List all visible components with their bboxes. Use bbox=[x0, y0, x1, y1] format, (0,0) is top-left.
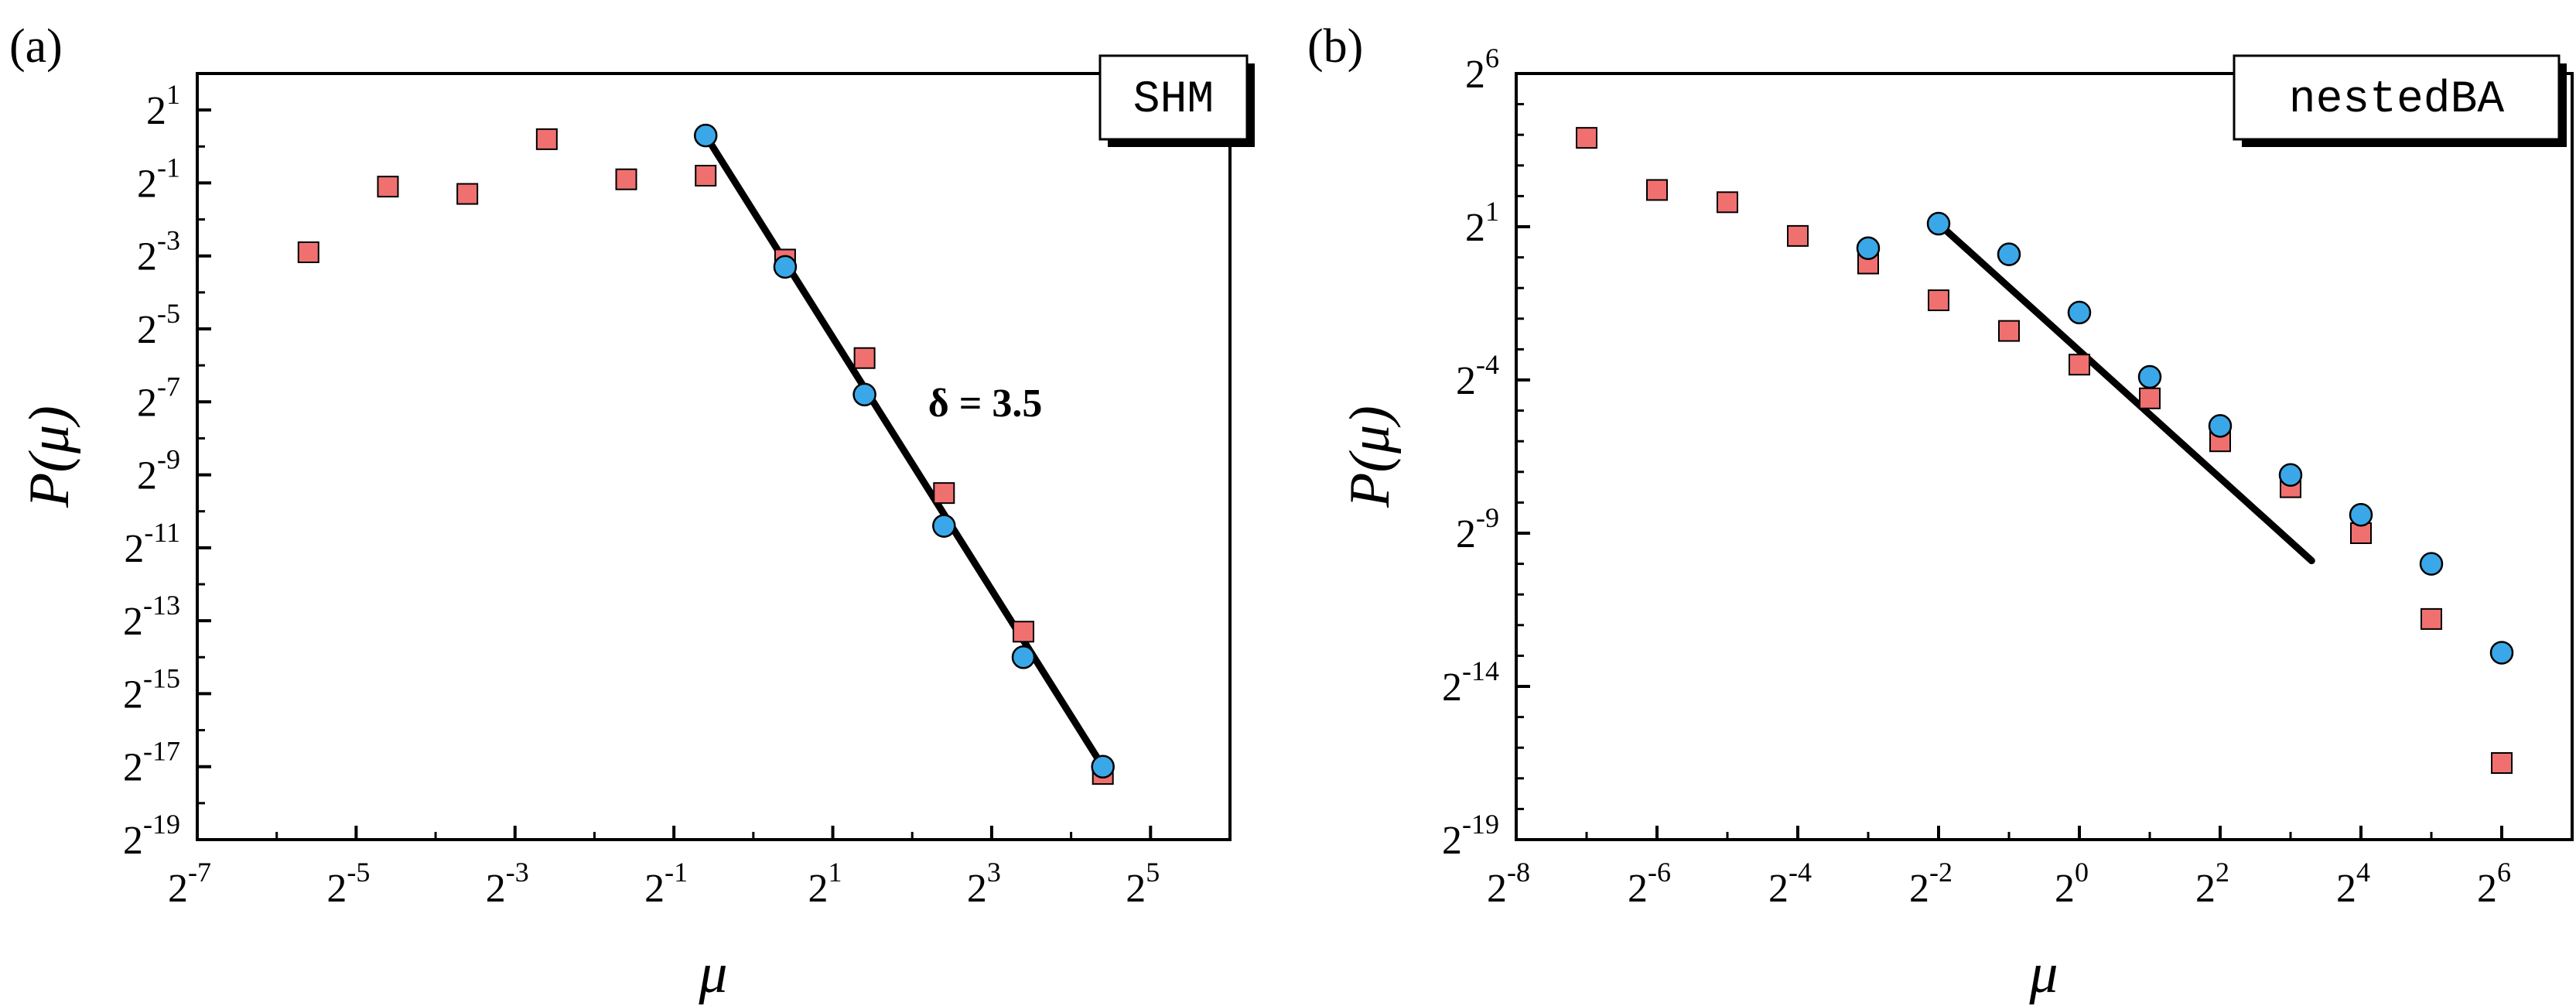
y-tick-label: 2-3 bbox=[137, 225, 180, 279]
panel-a-y-label: P(μ) bbox=[18, 405, 81, 508]
y-tick-label: 2-19 bbox=[1442, 809, 1499, 863]
circle-marker bbox=[2278, 463, 2303, 488]
y-tick-label: 2-17 bbox=[123, 736, 180, 790]
x-tick-label: 2-5 bbox=[326, 857, 370, 911]
circle-marker bbox=[2349, 502, 2373, 527]
y-tick-label: 21 bbox=[1465, 196, 1499, 250]
panel-a-legend-box bbox=[1098, 54, 1249, 141]
circle-marker bbox=[1011, 645, 1036, 669]
panel-b-legend-title: nestedBA bbox=[2289, 75, 2505, 125]
x-tick-label: 2-2 bbox=[1909, 857, 1952, 911]
x-tick-label: 2-3 bbox=[486, 857, 529, 911]
y-tick-label: 26 bbox=[1465, 43, 1499, 97]
panel-b-label: (b) bbox=[1307, 20, 1363, 73]
square-marker bbox=[297, 241, 319, 263]
square-marker bbox=[1787, 224, 1809, 247]
panel-b-plot-frame bbox=[1515, 72, 2574, 841]
y-tick-label: 2-13 bbox=[123, 590, 180, 644]
square-marker bbox=[2491, 752, 2513, 774]
y-tick-label: 2-15 bbox=[123, 662, 180, 717]
circle-marker bbox=[1856, 236, 1881, 260]
x-tick-label: 26 bbox=[2477, 857, 2511, 911]
panel-a-x-axis: 2-7 2-5 2-3 2-1 21 23 25 bbox=[168, 826, 1232, 911]
circle-marker bbox=[1997, 242, 2021, 266]
square-marker bbox=[1717, 191, 1738, 214]
x-tick-label: 20 bbox=[2055, 857, 2089, 911]
circle-marker bbox=[1091, 754, 1115, 778]
panel-b-fit-line bbox=[1935, 220, 2315, 565]
y-tick-label: 21 bbox=[146, 79, 180, 133]
circle-marker bbox=[2208, 414, 2233, 438]
panel-b-y-axis: 26 21 2-4 2-9 2-14 2-19 bbox=[1442, 43, 1530, 863]
panel-b-legend-box bbox=[2233, 54, 2561, 141]
panel-a-plot-frame bbox=[196, 72, 1232, 841]
y-tick-label: 2-7 bbox=[137, 371, 180, 425]
square-marker bbox=[933, 482, 955, 505]
circle-marker bbox=[852, 382, 876, 407]
y-tick-label: 2-9 bbox=[1456, 502, 1499, 556]
square-marker bbox=[615, 168, 637, 190]
x-tick-label: 2-1 bbox=[644, 857, 688, 911]
y-tick-label: 2-1 bbox=[137, 152, 180, 206]
panel-b-y-label: P(μ) bbox=[1338, 405, 1402, 508]
panel-b-markers bbox=[1576, 127, 2514, 774]
x-tick-label: 23 bbox=[967, 857, 1001, 911]
square-marker bbox=[695, 165, 717, 186]
square-marker bbox=[2139, 387, 2161, 409]
x-tick-label: 2-7 bbox=[168, 857, 211, 911]
x-tick-label: 2-4 bbox=[1768, 857, 1812, 911]
square-marker bbox=[1646, 179, 1668, 201]
x-tick-label: 2-8 bbox=[1487, 857, 1530, 911]
square-marker bbox=[377, 176, 399, 198]
x-tick-label: 2-6 bbox=[1628, 857, 1671, 911]
square-marker bbox=[1998, 320, 2020, 342]
x-tick-label: 21 bbox=[808, 857, 842, 911]
square-marker bbox=[853, 347, 876, 369]
square-marker bbox=[1013, 621, 1034, 643]
circle-marker bbox=[2489, 641, 2514, 665]
circle-marker bbox=[932, 514, 956, 538]
panel-a-markers bbox=[297, 123, 1115, 785]
x-tick-label: 24 bbox=[2336, 857, 2370, 911]
circle-marker bbox=[1926, 211, 1951, 236]
circle-marker bbox=[2067, 300, 2092, 325]
panel-a-y-axis: 21 2-1 2-3 2-5 2-7 2-9 2-11 2-13 2-15 2-17 2-19 bbox=[123, 72, 211, 863]
square-marker bbox=[2069, 354, 2090, 376]
circle-marker bbox=[2419, 552, 2444, 576]
panel-a-legend-title: SHM bbox=[1133, 75, 1214, 125]
y-tick-label: 2-5 bbox=[137, 298, 180, 352]
square-marker bbox=[1928, 289, 1949, 312]
square-marker bbox=[1576, 127, 1597, 149]
square-marker bbox=[456, 183, 479, 205]
square-marker bbox=[2421, 607, 2442, 630]
panel-a-x-label: μ bbox=[698, 942, 727, 1005]
y-tick-label: 2-19 bbox=[123, 809, 180, 863]
panel-a-delta-annotation: δ = 3.5 bbox=[928, 382, 1043, 426]
panel-a-fit-line bbox=[702, 132, 1107, 771]
circle-marker bbox=[773, 255, 798, 279]
panel-b-x-label: μ bbox=[2028, 942, 2058, 1005]
square-marker bbox=[535, 128, 558, 150]
panel-a: (a) 21 2-1 2-3 2-5 2-7 2-9 2-11 2-13 2-15 2-17 2-1… bbox=[9, 20, 1255, 1005]
y-tick-label: 2-9 bbox=[137, 444, 180, 498]
y-tick-label: 2-11 bbox=[124, 517, 180, 571]
circle-marker bbox=[693, 123, 718, 148]
circle-marker bbox=[2137, 364, 2162, 389]
panel-b-x-axis: 2-8 2-6 2-4 2-2 20 22 24 26 bbox=[1487, 826, 2574, 911]
y-tick-label: 2-14 bbox=[1442, 655, 1499, 710]
x-tick-label: 22 bbox=[2195, 857, 2229, 911]
x-tick-label: 25 bbox=[1126, 857, 1160, 911]
panel-a-label: (a) bbox=[9, 20, 63, 73]
y-tick-label: 2-4 bbox=[1456, 349, 1499, 403]
